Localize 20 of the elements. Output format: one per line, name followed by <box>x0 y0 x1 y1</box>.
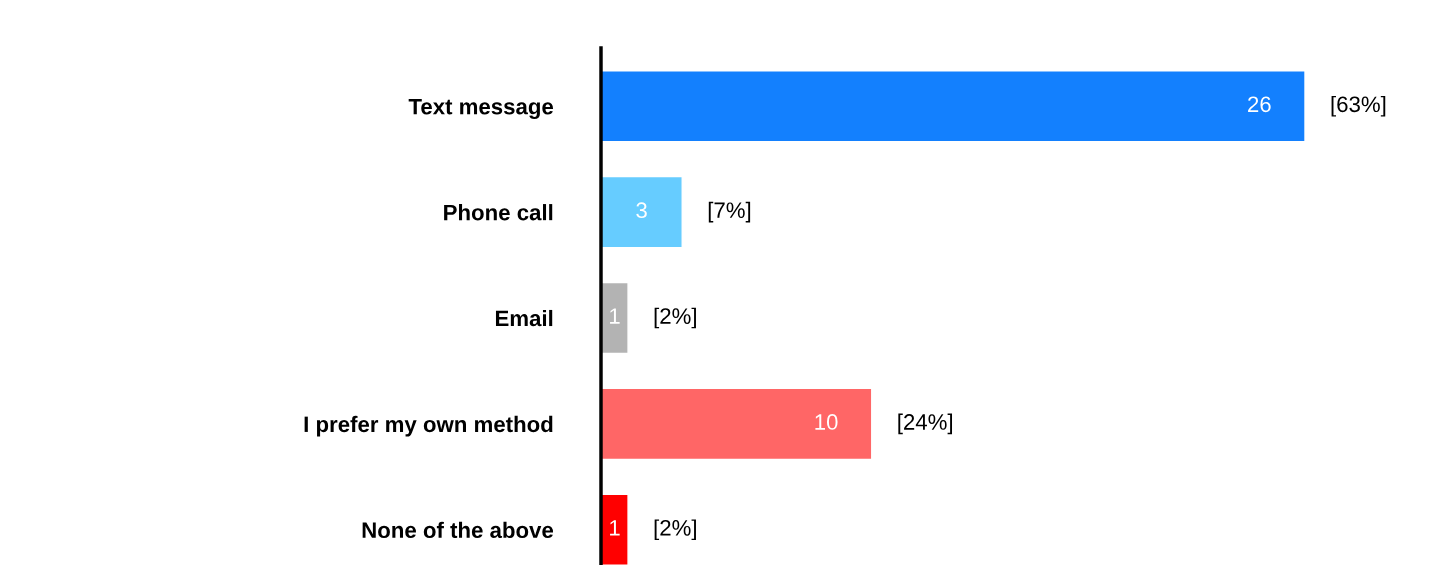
y-tick-label: I prefer my own method <box>304 415 553 437</box>
bar <box>601 387 873 461</box>
data-label: 10 <box>815 414 838 430</box>
y-tick-label: Text message <box>408 98 554 119</box>
bar <box>601 493 629 565</box>
annotation: [2%] <box>654 519 696 541</box>
data-label: 26 <box>1248 96 1271 113</box>
bar <box>601 175 683 249</box>
data-label: 1 <box>610 308 620 324</box>
data-label: 3 <box>636 202 647 219</box>
y-tick-label: Phone call <box>444 204 553 221</box>
annotation: [63%] <box>1331 95 1386 117</box>
bar <box>601 281 629 355</box>
y-tick-label: None of the above <box>362 521 554 539</box>
annotation: [24%] <box>898 413 953 435</box>
annotation: [2%] <box>654 307 696 329</box>
data-label: 1 <box>610 520 620 536</box>
bar <box>601 70 1305 143</box>
y-tick-label: Email <box>495 309 553 327</box>
annotation: [7%] <box>708 201 751 223</box>
